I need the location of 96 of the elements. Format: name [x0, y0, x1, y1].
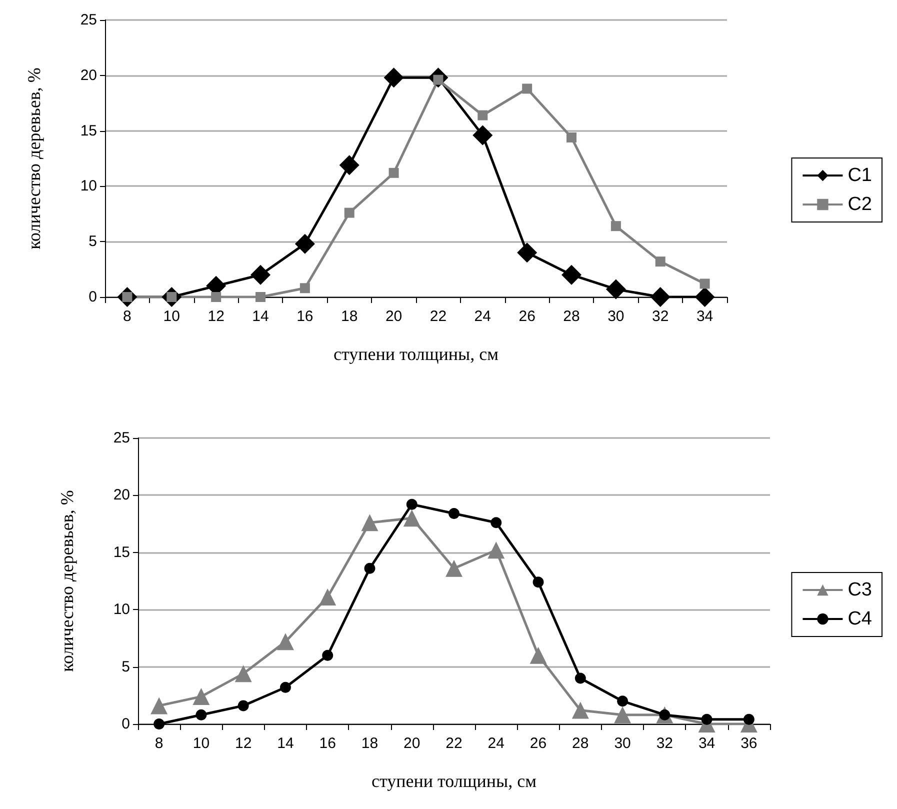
- point: [562, 264, 582, 285]
- x-tick-label: 18: [341, 308, 358, 325]
- point: [700, 278, 710, 289]
- legend-label: C4: [848, 608, 872, 630]
- x-tick-label: 12: [234, 735, 252, 752]
- y-tick-label: 5: [122, 658, 130, 676]
- point: [196, 709, 207, 720]
- x-tick-label: 34: [696, 308, 714, 325]
- y-tick-label: 25: [80, 12, 97, 28]
- point: [384, 68, 404, 88]
- x-tick-label: 20: [404, 735, 420, 752]
- y-tick-label: 15: [113, 544, 130, 561]
- point: [446, 560, 462, 577]
- x-axis-title: ступени толщины, см: [334, 344, 498, 364]
- point: [339, 155, 360, 176]
- legend-label: C3: [848, 580, 872, 600]
- x-tick-label: 16: [319, 735, 336, 752]
- x-tick-label: 32: [656, 735, 674, 752]
- point: [488, 542, 505, 559]
- y-tick-label: 0: [122, 716, 130, 732]
- y-tick-label: 20: [80, 66, 97, 84]
- point: [532, 576, 544, 588]
- y-tick-label: 20: [113, 486, 130, 504]
- y-axis-title: количество деревьев, %: [57, 490, 77, 672]
- x-axis-title: ступени толщины, см: [372, 771, 536, 791]
- point: [234, 665, 252, 682]
- x-tick-label: 28: [572, 735, 589, 752]
- x-tick-label: 28: [563, 308, 580, 325]
- point: [574, 672, 586, 684]
- point: [388, 168, 399, 178]
- x-tick-label: 10: [192, 735, 210, 752]
- point: [614, 706, 632, 724]
- x-tick-label: 10: [163, 308, 180, 325]
- x-tick-label: 16: [296, 308, 314, 325]
- legend-label: C2: [848, 194, 872, 215]
- point: [403, 510, 420, 527]
- point: [364, 562, 376, 574]
- point: [490, 517, 502, 528]
- point: [250, 264, 270, 285]
- x-tick-label: 14: [252, 308, 269, 325]
- point: [522, 84, 532, 94]
- point: [294, 234, 315, 254]
- y-tick-label: 10: [113, 601, 130, 618]
- point: [566, 132, 576, 142]
- point: [150, 697, 168, 714]
- x-tick-label: 8: [123, 308, 132, 325]
- point: [694, 287, 715, 307]
- x-tick-label: 18: [361, 735, 378, 752]
- point: [448, 508, 460, 519]
- x-tick-label: 30: [614, 735, 631, 752]
- x-tick-label: 30: [608, 308, 624, 325]
- x-tick-label: 22: [446, 735, 462, 752]
- point: [154, 718, 165, 730]
- y-axis-title: количество деревьев, %: [24, 68, 44, 250]
- x-tick-label: 32: [652, 308, 669, 325]
- point: [572, 702, 589, 719]
- point: [472, 125, 493, 146]
- point: [322, 650, 334, 661]
- x-tick-label: 12: [208, 308, 224, 325]
- y-tick-label: 5: [88, 233, 97, 250]
- point: [701, 714, 712, 725]
- x-tick-label: 26: [530, 735, 547, 752]
- x-tick-label: 24: [474, 308, 491, 325]
- point: [238, 700, 249, 712]
- point: [530, 646, 547, 664]
- y-tick-label: 25: [113, 430, 130, 446]
- point: [610, 221, 621, 232]
- x-tick-label: 34: [698, 735, 716, 752]
- x-tick-label: 36: [740, 735, 758, 752]
- point: [276, 633, 294, 650]
- point: [517, 242, 538, 263]
- point: [192, 688, 210, 706]
- y-tick-label: 10: [80, 178, 97, 195]
- point: [617, 696, 628, 707]
- point: [361, 514, 378, 532]
- point: [406, 498, 418, 510]
- legend-label: C1: [848, 165, 872, 186]
- point: [743, 714, 754, 725]
- point: [344, 208, 354, 218]
- point: [280, 682, 291, 693]
- y-tick-label: 15: [80, 122, 97, 140]
- point: [655, 256, 666, 267]
- x-tick-label: 8: [154, 735, 164, 752]
- y-tick-label: 0: [88, 288, 97, 306]
- point: [478, 110, 488, 120]
- x-tick-label: 26: [518, 308, 536, 325]
- point: [256, 292, 266, 302]
- x-tick-label: 14: [277, 735, 294, 752]
- point: [319, 588, 336, 606]
- x-tick-label: 20: [385, 308, 402, 325]
- point: [211, 292, 222, 302]
- point: [300, 283, 310, 294]
- x-tick-label: 22: [430, 308, 447, 325]
- x-tick-label: 24: [488, 735, 504, 752]
- point: [606, 279, 626, 300]
- point: [650, 287, 670, 307]
